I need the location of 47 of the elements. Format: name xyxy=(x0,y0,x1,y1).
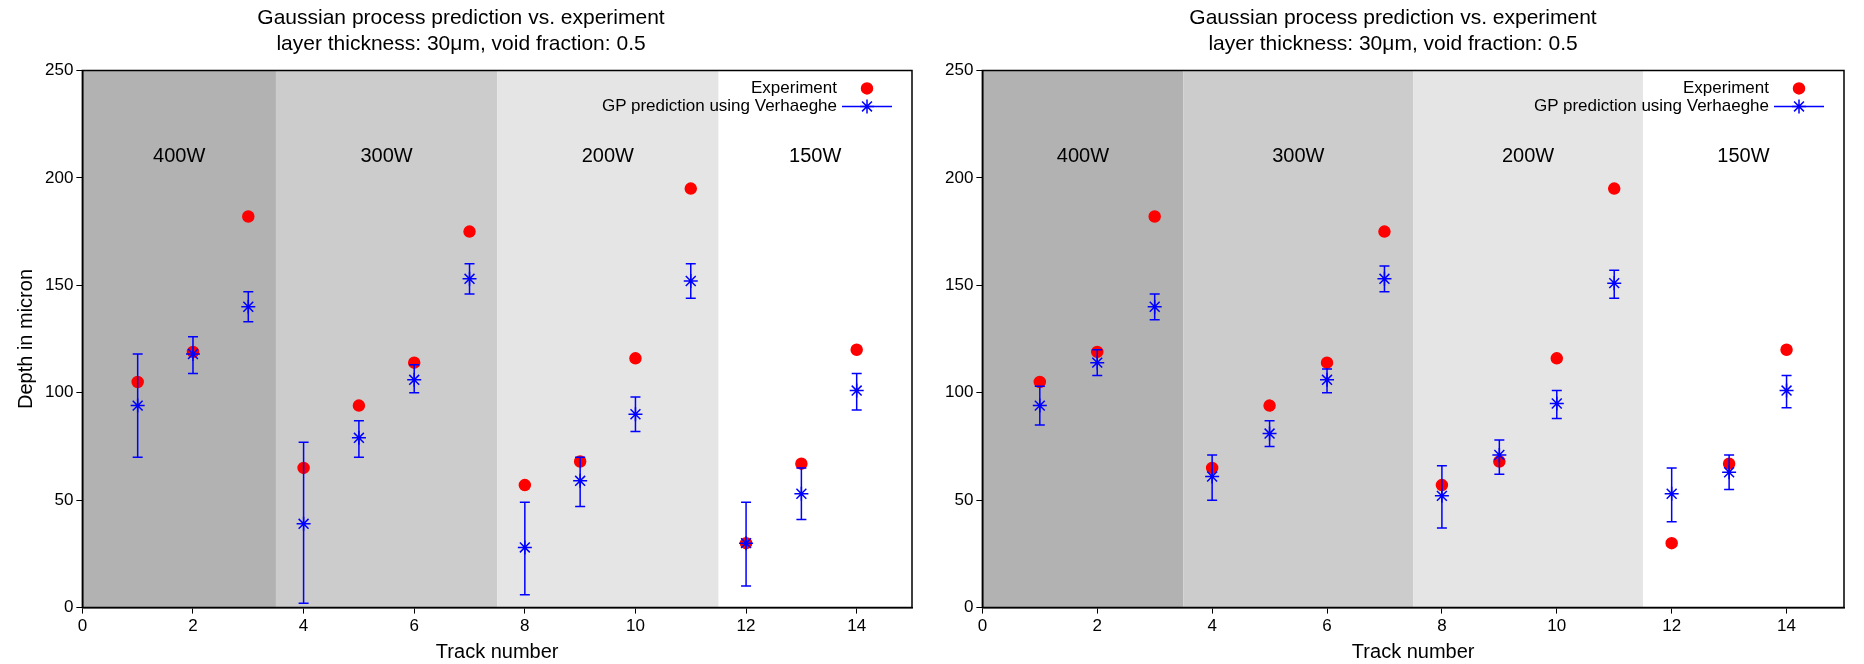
annotation: 150W xyxy=(1717,143,1770,166)
x-tick-label: 4 xyxy=(1207,616,1217,636)
y-tick-label: 150 xyxy=(944,274,974,294)
y-tick-label: 200 xyxy=(944,167,974,187)
y-tick-label: 100 xyxy=(944,382,974,402)
legend-label: Experiment xyxy=(1683,78,1770,98)
x-tick-label: 6 xyxy=(409,616,419,636)
y-tick-label: 150 xyxy=(44,274,74,294)
x-tick-label: 8 xyxy=(520,616,530,636)
band-label: 300W xyxy=(360,143,413,166)
annotation: 150W xyxy=(789,143,842,166)
y-axis-title: Depth in micron xyxy=(13,268,36,410)
band-label: 400W xyxy=(1056,143,1110,166)
y-tick-label: 50 xyxy=(54,489,74,509)
band-label: 200W xyxy=(581,143,635,166)
y-tick-label: 250 xyxy=(944,60,974,80)
legend-label: GP prediction using Verhaeghe xyxy=(1533,96,1769,116)
chart-title: Gaussian process prediction vs. experiment xyxy=(1189,5,1597,29)
x-tick-label: 10 xyxy=(625,616,645,636)
y-tick-label: 0 xyxy=(963,597,974,617)
x-tick-label: 12 xyxy=(1662,616,1682,636)
legend-label: Experiment xyxy=(751,78,838,98)
x-tick-label: 0 xyxy=(977,616,988,636)
legend-label: GP prediction using Verhaeghe xyxy=(601,96,837,116)
x-tick-label: 4 xyxy=(298,616,309,636)
x-tick-label: 14 xyxy=(847,616,867,636)
x-tick-label: 10 xyxy=(1547,616,1567,636)
x-tick-label: 2 xyxy=(188,616,198,636)
y-tick-label: 50 xyxy=(954,489,974,509)
x-tick-label: 6 xyxy=(1322,616,1332,636)
chart-subtitle: layer thickness: 30μm, void fraction: 0.5 xyxy=(1208,30,1578,54)
chart-subtitle: layer thickness: 30μm, void fraction: 0.5 xyxy=(276,30,646,54)
y-tick-label: 0 xyxy=(63,597,74,617)
chart-title: Gaussian process prediction vs. experiment xyxy=(257,5,665,29)
x-tick-label: 12 xyxy=(736,616,756,636)
x-axis-title: Track number xyxy=(435,639,559,662)
x-axis-title: Track number xyxy=(1351,639,1475,662)
y-tick-label: 250 xyxy=(44,60,74,80)
x-tick-label: 8 xyxy=(1437,616,1447,636)
x-tick-label: 2 xyxy=(1092,616,1102,636)
band-label: 400W xyxy=(153,143,206,166)
y-tick-label: 200 xyxy=(44,167,74,187)
y-tick-label: 100 xyxy=(44,382,74,402)
band-label: 300W xyxy=(1272,143,1325,166)
x-tick-label: 0 xyxy=(77,616,88,636)
band-label: 200W xyxy=(1501,143,1555,166)
x-tick-label: 14 xyxy=(1777,616,1797,636)
